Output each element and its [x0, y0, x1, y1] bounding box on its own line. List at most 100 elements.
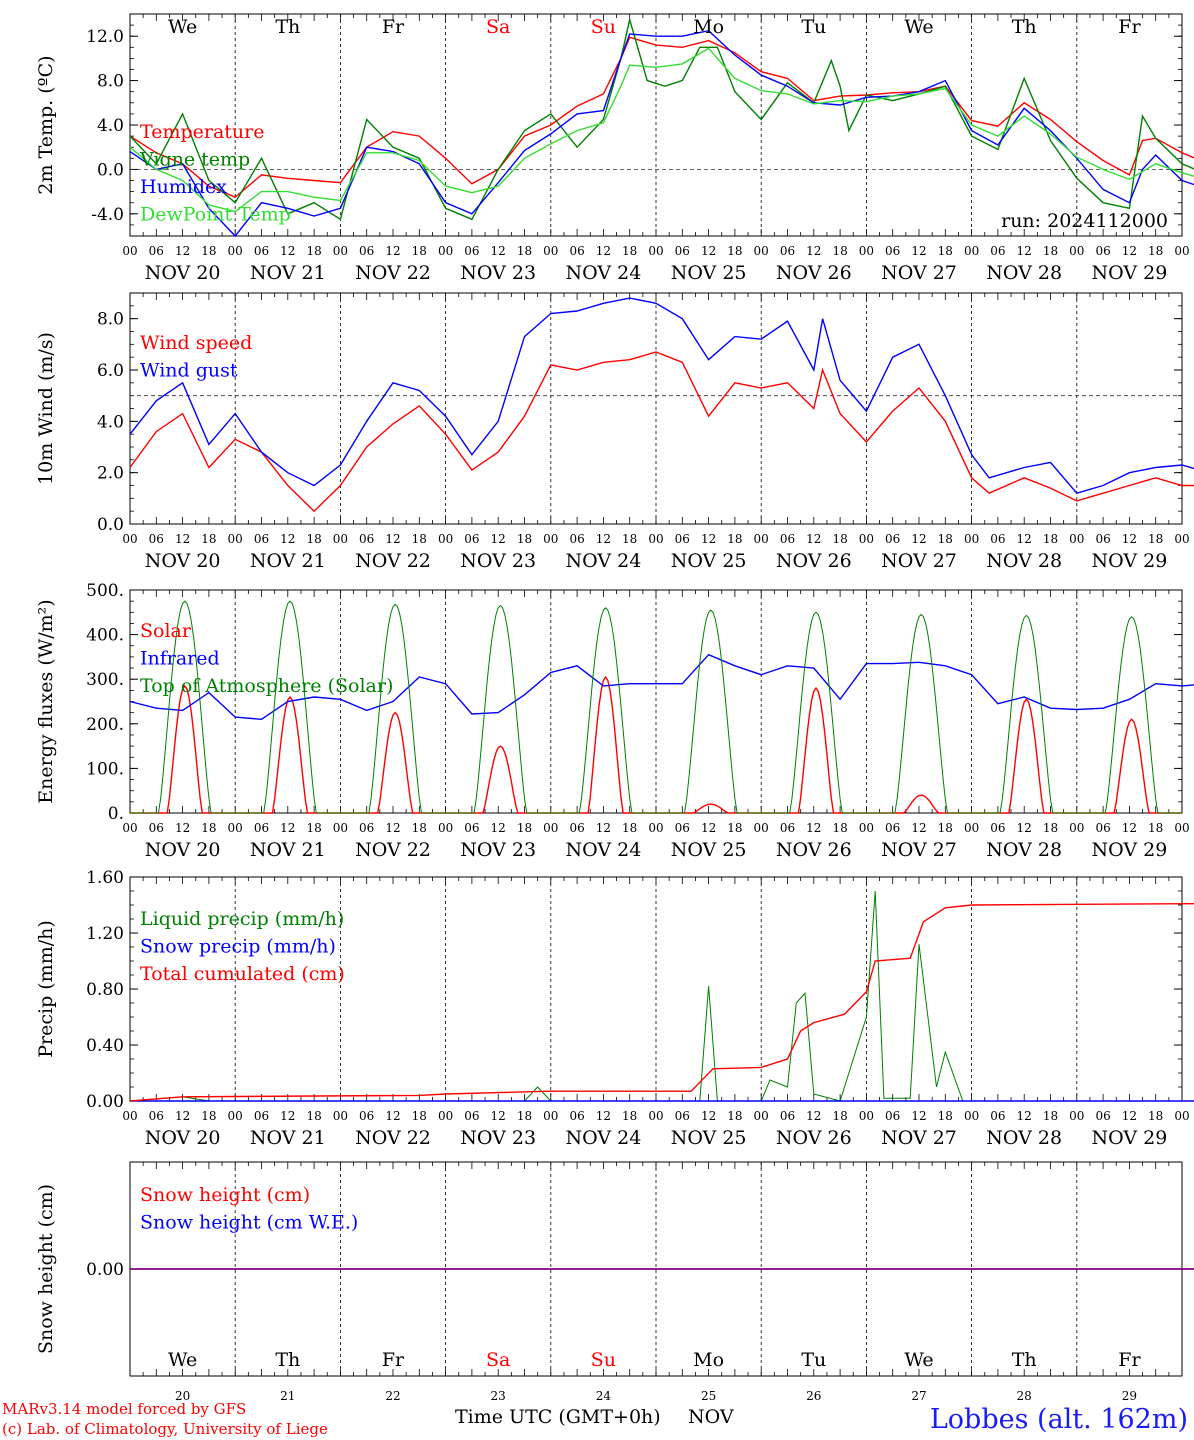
- hour-label: 00: [964, 1109, 979, 1123]
- hour-label: 18: [938, 244, 953, 258]
- hour-label: 12: [806, 244, 821, 258]
- y-tick-label: 8.0: [97, 310, 124, 330]
- date-label: NOV 26: [776, 839, 852, 861]
- hour-label: 06: [780, 821, 795, 835]
- y-tick-label: 8.0: [97, 72, 124, 92]
- date-label: NOV 27: [881, 262, 957, 284]
- date-label: NOV 24: [565, 262, 641, 284]
- hour-label: 12: [1017, 821, 1032, 835]
- date-label: NOV 26: [776, 550, 852, 572]
- hour-label: 06: [149, 244, 164, 258]
- y-tick-label: 2.0: [97, 464, 124, 484]
- hour-label: 12: [175, 821, 190, 835]
- date-label: NOV 21: [250, 262, 326, 284]
- hour-label: 06: [359, 821, 374, 835]
- hour-label: 18: [727, 821, 742, 835]
- hour-label: 12: [385, 532, 400, 546]
- hour-label: 18: [622, 821, 637, 835]
- date-label: NOV 22: [355, 550, 431, 572]
- hour-label: 06: [990, 1109, 1005, 1123]
- hour-label: 06: [780, 1109, 795, 1123]
- day-name-label: Sa: [486, 16, 510, 38]
- hour-label: 18: [1148, 532, 1163, 546]
- hour-label: 12: [1122, 1109, 1137, 1123]
- hour-label: 18: [201, 821, 216, 835]
- hour-label: 00: [859, 1109, 874, 1123]
- hour-label: 06: [464, 1109, 479, 1123]
- run-label: run: 2024112000: [1001, 210, 1168, 232]
- date-label: NOV 22: [355, 839, 431, 861]
- hour-label: 18: [938, 1109, 953, 1123]
- hour-label: 18: [412, 821, 427, 835]
- y-tick-label: 12.0: [86, 27, 124, 47]
- hour-label: 12: [491, 1109, 506, 1123]
- hour-label: 06: [254, 244, 269, 258]
- month-label: NOV: [688, 1406, 734, 1428]
- day-number-label: 23: [491, 1389, 506, 1403]
- hour-label: 18: [832, 532, 847, 546]
- panel-5: 0.00 Snow height (cm) Snow height (cm) Snow…: [35, 1161, 1194, 1403]
- y-tick-label: -4.0: [91, 205, 124, 225]
- hour-label: 06: [254, 821, 269, 835]
- date-label: NOV 21: [250, 839, 326, 861]
- hour-label: 06: [464, 821, 479, 835]
- hour-label: 12: [911, 244, 926, 258]
- date-label: NOV 24: [565, 1127, 641, 1149]
- hour-label: 00: [648, 1109, 663, 1123]
- date-label: NOV 23: [460, 839, 536, 861]
- series-line-top-of-atmosphere-solar-: [130, 600, 1182, 814]
- hour-label: 12: [911, 1109, 926, 1123]
- date-label: NOV 28: [986, 262, 1062, 284]
- hour-label: 12: [596, 821, 611, 835]
- panel-2: 0.0 2.0 4.0 6.0 8.0 10m Wind (m/s) Wind speed W…: [35, 292, 1194, 572]
- date-label: NOV 25: [671, 262, 747, 284]
- day-name-label: We: [904, 1349, 933, 1371]
- hour-label: 06: [1095, 821, 1110, 835]
- day-number-label: 20: [175, 1389, 190, 1403]
- date-label: NOV 20: [145, 1127, 221, 1149]
- hour-label: 06: [149, 821, 164, 835]
- y-tick-label: 0.0: [97, 515, 124, 535]
- lab-credit: (c) Lab. of Climatology, University of L…: [2, 1420, 328, 1438]
- date-label: NOV 25: [671, 1127, 747, 1149]
- panel-4: 0.00 0.40 0.80 1.20 1.60 Precip (mm/h) Liquid …: [35, 868, 1194, 1149]
- series-line-temperature: [129, 36, 1194, 199]
- hour-label: 06: [780, 244, 795, 258]
- y-tick-label: 100.: [86, 759, 124, 779]
- hour-label: 18: [412, 244, 427, 258]
- hour-label: 12: [596, 244, 611, 258]
- hour-label: 06: [359, 244, 374, 258]
- hour-label: 06: [569, 1109, 584, 1123]
- y-tick-label: 0.: [108, 804, 124, 824]
- hour-label: 00: [438, 532, 453, 546]
- hour-label: 06: [780, 532, 795, 546]
- hour-label: 00: [438, 1109, 453, 1123]
- y-tick-label: 0.40: [86, 1036, 124, 1056]
- xaxis-label: Time UTC (GMT+0h): [455, 1406, 661, 1428]
- hour-label: 00: [859, 244, 874, 258]
- day-name-label: Tu: [801, 1349, 826, 1371]
- hour-label: 18: [832, 1109, 847, 1123]
- hour-label: 12: [491, 821, 506, 835]
- series-line-liquid-precip-mm-h-: [129, 890, 1194, 1102]
- hour-label: 00: [543, 244, 558, 258]
- hour-label: 12: [280, 532, 295, 546]
- hour-label: 00: [1069, 244, 1084, 258]
- hour-label: 00: [543, 532, 558, 546]
- hour-label: 12: [1017, 244, 1032, 258]
- legend-item: Infrared: [140, 648, 220, 670]
- day-number-label: 28: [1017, 1389, 1032, 1403]
- hour-label: 12: [1122, 532, 1137, 546]
- day-name-label: We: [168, 1349, 197, 1371]
- hour-label: 00: [754, 244, 769, 258]
- legend-item: Solar: [140, 620, 192, 642]
- y-tick-label: 0.0: [97, 160, 124, 180]
- y-axis-label: 10m Wind (m/s): [35, 332, 57, 485]
- y-tick-label: 1.60: [86, 868, 124, 888]
- date-label: NOV 26: [776, 262, 852, 284]
- date-label: NOV 22: [355, 262, 431, 284]
- date-label: NOV 27: [881, 839, 957, 861]
- hour-label: 00: [1069, 821, 1084, 835]
- day-name-label: Mo: [693, 16, 724, 38]
- day-name-label: Th: [1012, 1349, 1037, 1371]
